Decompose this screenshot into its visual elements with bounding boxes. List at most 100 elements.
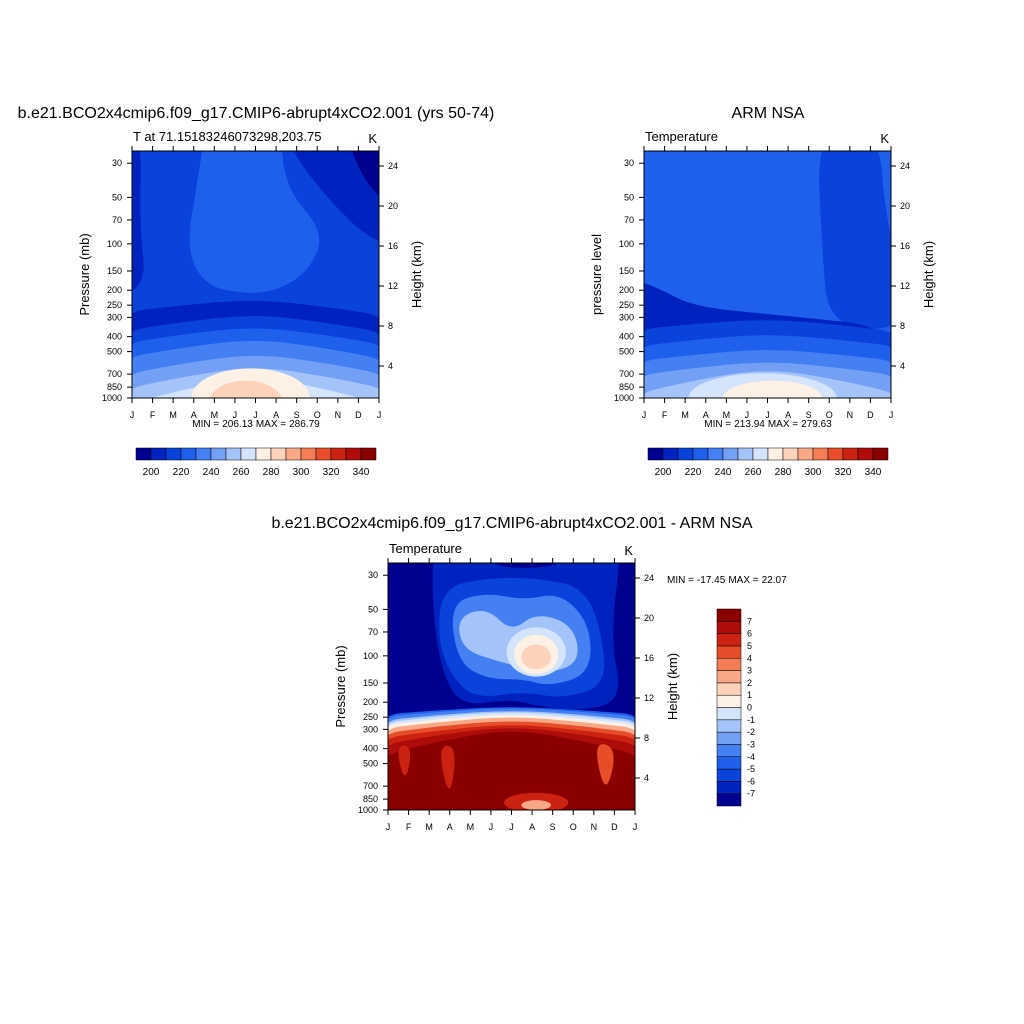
colorbar-tick-label: 6 bbox=[747, 629, 752, 639]
contour-band bbox=[441, 745, 455, 789]
x-tick-label: O bbox=[826, 410, 833, 420]
colorbar-box bbox=[872, 447, 889, 461]
colorbar-tick-label: 5 bbox=[747, 641, 752, 651]
colorbar-box bbox=[716, 781, 742, 794]
colorbar-tick-label: 240 bbox=[715, 467, 732, 478]
y-tick-label: 250 bbox=[619, 300, 634, 310]
stat-min: -17.45 bbox=[697, 575, 726, 586]
y2-tick-label: 20 bbox=[388, 201, 398, 211]
stat-max-label: MAX = bbox=[768, 419, 798, 430]
y2-tick-label: 24 bbox=[644, 573, 654, 583]
y-axis-label: Pressure (mb) bbox=[77, 233, 92, 315]
y2-tick-label: 24 bbox=[900, 161, 910, 171]
x-tick-label: J bbox=[130, 410, 135, 420]
colorbar-box bbox=[716, 793, 742, 807]
x-tick-label: A bbox=[703, 410, 709, 420]
x-tick-label: A bbox=[529, 822, 535, 832]
y-tick-label: 200 bbox=[107, 285, 122, 295]
colorbar-box bbox=[707, 447, 724, 461]
y-tick-label: 400 bbox=[363, 744, 378, 754]
colorbar-tick-label: 340 bbox=[353, 467, 370, 478]
min-max: MIN = 206.13 MAX = 286.79 bbox=[192, 419, 320, 430]
colorbar-box bbox=[842, 447, 859, 461]
x-tick-label: M bbox=[681, 410, 689, 420]
contour-band bbox=[521, 644, 552, 670]
y-axis-label: pressure level bbox=[589, 234, 604, 315]
y-tick-label: 1000 bbox=[358, 805, 378, 815]
colorbar-tick-label: 4 bbox=[747, 653, 752, 663]
colorbar-box bbox=[752, 447, 769, 461]
x-tick-label: D bbox=[867, 410, 874, 420]
subtitle: Temperature bbox=[645, 129, 718, 144]
colorbar-box bbox=[716, 694, 742, 708]
colorbar-tick-label: -3 bbox=[747, 739, 755, 749]
y-tick-label: 700 bbox=[619, 369, 634, 379]
x-tick-label: S bbox=[550, 822, 556, 832]
colorbar-tick-label: 340 bbox=[865, 467, 882, 478]
colorbar-tick-label: 200 bbox=[143, 467, 160, 478]
x-tick-label: S bbox=[294, 410, 300, 420]
contour-band bbox=[209, 380, 282, 398]
x-tick-label: M bbox=[211, 410, 219, 420]
colorbar-box bbox=[210, 447, 227, 461]
colorbar-box bbox=[716, 658, 742, 671]
colorbar-tick-label: -7 bbox=[747, 789, 755, 799]
contour-field bbox=[644, 151, 891, 398]
stat-min: 206.13 bbox=[222, 419, 253, 430]
colorbar-box bbox=[797, 447, 814, 461]
colorbar-tick-label: 0 bbox=[747, 703, 752, 713]
colorbar-tick-label: -1 bbox=[747, 715, 755, 725]
x-tick-label: M bbox=[425, 822, 433, 832]
x-tick-label: N bbox=[847, 410, 854, 420]
colorbar-box bbox=[716, 645, 742, 659]
colorbar-tick-label: 240 bbox=[203, 467, 220, 478]
colorbar-tick-label: 320 bbox=[835, 467, 852, 478]
colorbar-tick-label: 320 bbox=[323, 467, 340, 478]
y-tick-label: 50 bbox=[624, 192, 634, 202]
chart-title: ARM NSA bbox=[732, 105, 805, 122]
y-axis-label: Pressure (mb) bbox=[333, 645, 348, 727]
colorbar-box bbox=[180, 447, 197, 461]
contour-band bbox=[723, 380, 822, 398]
y2-tick-label: 4 bbox=[388, 361, 393, 371]
y-tick-label: 70 bbox=[368, 627, 378, 637]
contour-band bbox=[132, 151, 144, 291]
colorbar-box bbox=[135, 447, 152, 461]
colorbar-box bbox=[716, 621, 742, 634]
contour-band bbox=[398, 745, 411, 776]
x-tick-label: A bbox=[273, 410, 279, 420]
stat-min-label: MIN = bbox=[704, 419, 731, 430]
subtitle: Temperature bbox=[389, 541, 462, 556]
contour-band bbox=[293, 151, 379, 242]
x-tick-label: M bbox=[723, 410, 731, 420]
contour-field bbox=[132, 151, 379, 398]
x-tick-label: M bbox=[169, 410, 177, 420]
y2-tick-label: 12 bbox=[644, 693, 654, 703]
colorbar-tick-label: 300 bbox=[805, 467, 822, 478]
y-tick-label: 400 bbox=[619, 332, 634, 342]
x-tick-label: F bbox=[662, 410, 668, 420]
contour-field bbox=[388, 563, 635, 810]
colorbar-box bbox=[647, 447, 664, 461]
colorbar-tick-label: 280 bbox=[775, 467, 792, 478]
y-tick-label: 700 bbox=[363, 781, 378, 791]
y-tick-label: 300 bbox=[107, 312, 122, 322]
colorbar-tick-label: 7 bbox=[747, 616, 752, 626]
colorbar-box bbox=[285, 447, 302, 461]
y-tick-label: 100 bbox=[619, 239, 634, 249]
y-tick-label: 500 bbox=[363, 759, 378, 769]
subtitle: T at 71.15183246073298,203.75 bbox=[133, 129, 321, 144]
y2-tick-label: 12 bbox=[900, 281, 910, 291]
y2-tick-label: 24 bbox=[388, 161, 398, 171]
y-tick-label: 200 bbox=[619, 285, 634, 295]
colorbar-box bbox=[195, 447, 212, 461]
chart-title: b.e21.BCO2x4cmip6.f09_g17.CMIP6-abrupt4x… bbox=[18, 105, 495, 122]
y-tick-label: 250 bbox=[107, 300, 122, 310]
chart-title: b.e21.BCO2x4cmip6.f09_g17.CMIP6-abrupt4x… bbox=[271, 515, 752, 532]
colorbar-tick-label: 300 bbox=[293, 467, 310, 478]
colorbar-tick-label: 3 bbox=[747, 666, 752, 676]
y-tick-label: 50 bbox=[112, 192, 122, 202]
y-tick-label: 300 bbox=[619, 312, 634, 322]
y-tick-label: 30 bbox=[624, 158, 634, 168]
colorbar-box bbox=[716, 756, 742, 770]
